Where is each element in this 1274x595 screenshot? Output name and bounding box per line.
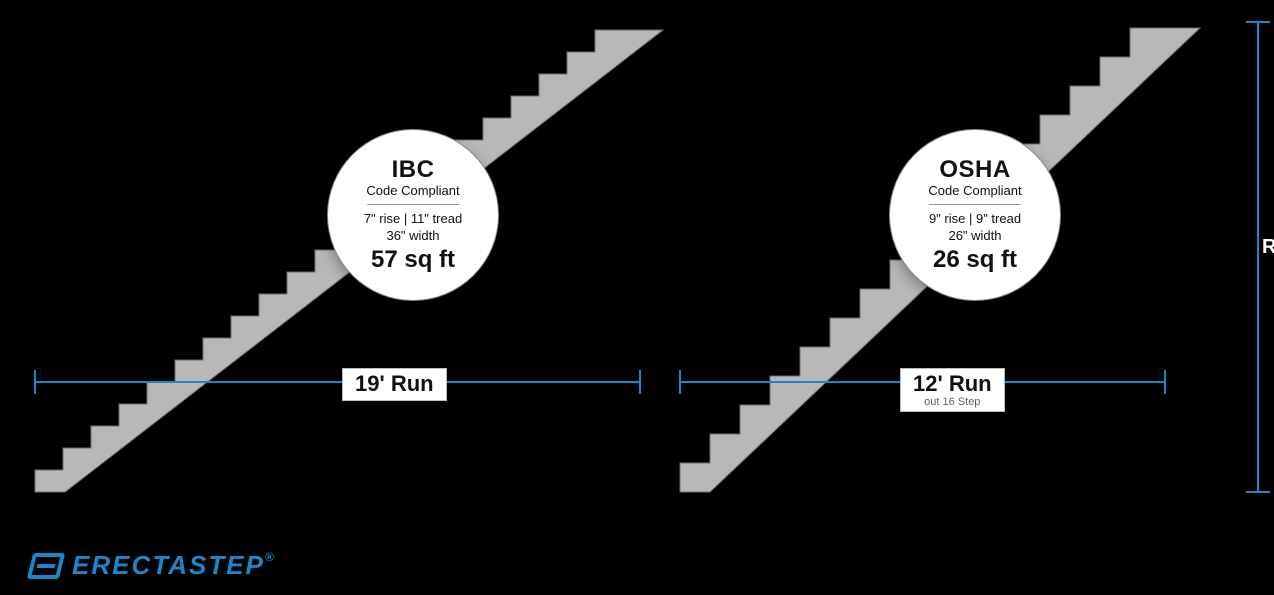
ibc-run-label: 19' Run (342, 368, 447, 401)
svg-layer (0, 0, 1274, 595)
logo-part-1: ERECT (72, 550, 168, 580)
ibc-spec-1: 7" rise | 11" tread (364, 211, 462, 227)
osha-subtitle: Code Compliant (928, 183, 1021, 198)
ibc-title: IBC (392, 156, 435, 184)
osha-area: 26 sq ft (933, 246, 1017, 274)
logo-mark-icon (27, 553, 65, 579)
osha-spec-1: 9" rise | 9" tread (929, 211, 1021, 227)
ibc-badge: IBC Code Compliant 7" rise | 11" tread 3… (328, 130, 498, 300)
logo-text: ERECTASTEP® (72, 550, 276, 581)
diagram-canvas: IBC Code Compliant 7" rise | 11" tread 3… (0, 0, 1274, 595)
ibc-area: 57 sq ft (371, 246, 455, 274)
rise-label: R (1262, 236, 1274, 259)
osha-spec-2: 26" width (948, 228, 1001, 244)
osha-badge: OSHA Code Compliant 9" rise | 9" tread 2… (890, 130, 1060, 300)
osha-title: OSHA (939, 156, 1010, 184)
divider (367, 204, 459, 205)
divider (929, 204, 1021, 205)
ibc-subtitle: Code Compliant (366, 183, 459, 198)
osha-run-sub: out 16 Step (913, 397, 992, 408)
brand-logo: ERECTASTEP® (30, 550, 276, 581)
osha-run-value: 12' Run (913, 373, 992, 395)
logo-reg: ® (265, 550, 276, 564)
ibc-spec-2: 36" width (386, 228, 439, 244)
ibc-run-value: 19' Run (355, 373, 434, 395)
logo-part-3: STEP (189, 550, 265, 580)
logo-part-2: A (168, 550, 189, 580)
osha-run-label: 12' Run out 16 Step (900, 368, 1005, 412)
